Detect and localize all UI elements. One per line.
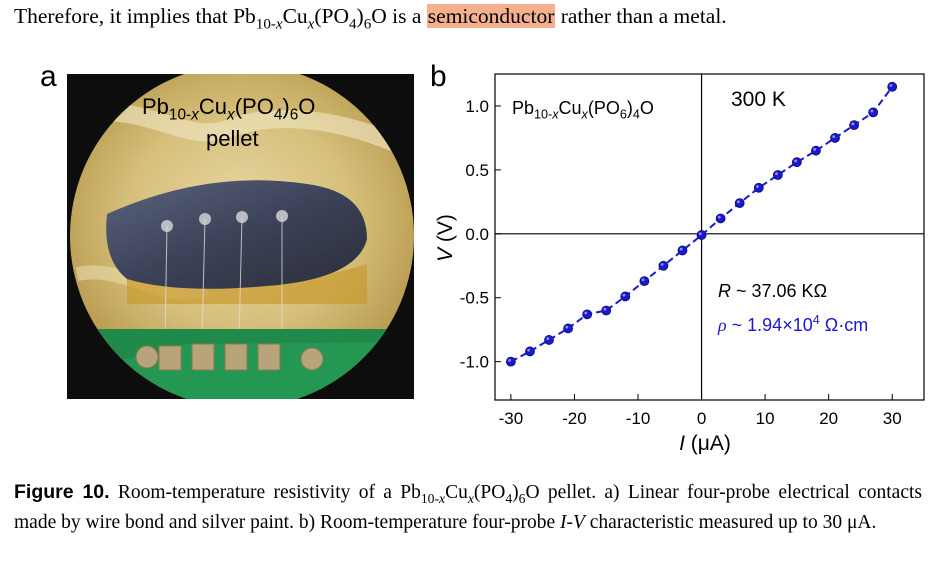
data-point	[620, 291, 631, 302]
data-point-highlight	[870, 109, 874, 113]
pcb-pads	[135, 343, 324, 371]
data-point-highlight	[546, 337, 550, 341]
data-point	[563, 323, 573, 334]
temperature-label: 300 K	[731, 88, 786, 111]
x-tick-label: -30	[499, 409, 524, 428]
data-point	[505, 356, 516, 367]
data-point	[734, 198, 745, 209]
y-ticks: -1.0 -0.5 0.0 0.5 1.0	[460, 97, 501, 372]
panel-b-formula: Pb10-xCux(PO6)4O	[512, 98, 654, 122]
pellet-photo	[67, 74, 414, 399]
plot-frame	[494, 73, 925, 401]
data-point	[811, 145, 821, 156]
pellet	[106, 180, 367, 289]
data-point-highlight	[794, 159, 797, 163]
intro-paren: )	[356, 4, 364, 28]
data-point	[772, 170, 783, 180]
x-tick-label: 10	[756, 409, 775, 428]
data-point	[696, 230, 707, 240]
data-point-highlight	[717, 215, 721, 219]
x-tick-label: 30	[883, 409, 902, 428]
x-axis-label: I (μA)	[679, 432, 731, 455]
x-tick-label: 20	[819, 409, 838, 428]
panel-a-letter: a	[40, 60, 57, 93]
data-point	[753, 182, 764, 193]
data-point-highlight	[584, 311, 588, 315]
resistivity-label: ρ ~ 1.94×104 Ω·cm	[718, 313, 869, 335]
y-tick-label: -0.5	[460, 289, 489, 308]
panel-a-pellet-label: pellet	[206, 126, 259, 151]
y-tick-label: 1.0	[465, 97, 489, 116]
highlighted-word[interactable]: semiconductor	[426, 4, 556, 28]
data-point-highlight	[775, 172, 778, 176]
data-point-highlight	[565, 325, 569, 329]
data-point	[868, 107, 879, 118]
y-tick-label: -1.0	[460, 353, 489, 372]
intro-cu: Cu	[282, 4, 308, 28]
intro-sub-x2: x	[307, 16, 315, 33]
data-point	[601, 305, 612, 316]
intro-po: (PO	[314, 4, 349, 28]
data-point	[544, 335, 554, 345]
data-point-highlight	[889, 84, 893, 87]
data-point	[887, 81, 898, 92]
data-point-highlight	[660, 263, 664, 266]
resistance-label: R ~ 37.06 KΩ	[718, 281, 828, 301]
figure-label: Figure 10.	[14, 481, 110, 503]
data-point	[677, 245, 688, 256]
intro-sub-6: 6	[363, 16, 372, 33]
data-point-highlight	[851, 122, 855, 126]
y-tick-label: 0.5	[465, 161, 489, 180]
series-line	[510, 86, 894, 363]
data-point	[849, 120, 859, 131]
y-axis-label: V (V)	[434, 214, 457, 262]
data-point-highlight	[736, 200, 740, 204]
y-tick-label: 0.0	[465, 225, 489, 244]
x-tick-label: -10	[626, 409, 651, 428]
data-point-highlight	[603, 307, 607, 311]
x-ticks: -30 -20 -10 0 10 20 30	[499, 394, 902, 428]
data-point	[658, 260, 669, 271]
panel-a-formula: Pb10-xCux(PO4)6O	[142, 94, 316, 124]
data-point-highlight	[756, 185, 759, 188]
intro-end: rather than a metal.	[555, 4, 727, 28]
x-tick-label: -20	[562, 409, 587, 428]
data-point	[525, 346, 535, 357]
x-tick-label: 0	[697, 409, 706, 428]
intro-sub: 10-	[255, 16, 276, 33]
data-point	[830, 133, 840, 143]
data-point-highlight	[832, 135, 836, 139]
data-point-highlight	[622, 293, 626, 297]
data-point	[715, 213, 726, 224]
intro-sub-4: 4	[349, 16, 357, 33]
data-point-highlight	[679, 247, 683, 251]
figure-caption: Figure 10. Room-temperature resistivity …	[14, 481, 922, 533]
intro-sentence: Therefore, it implies that Pb10-xCux(PO4…	[14, 4, 727, 33]
data-point-highlight	[508, 358, 511, 362]
panel-b-letter: b	[430, 60, 447, 93]
data-point	[791, 157, 802, 168]
data-point-highlight	[527, 348, 531, 352]
iv-chart: -30 -20 -10 0 10 20 30 -1.0 -0.5 0.0 0.5 1.0 I (μA…	[434, 73, 925, 455]
data-point-highlight	[813, 148, 817, 151]
series-points	[505, 81, 898, 367]
data-point	[639, 276, 650, 287]
wire-bonds	[164, 216, 283, 340]
intro-sub-x: x	[275, 16, 283, 33]
data-point	[582, 309, 593, 320]
data-point-highlight	[641, 278, 645, 282]
intro-text: Therefore, it implies that Pb	[14, 4, 256, 28]
data-point-highlight	[698, 232, 702, 236]
intro-o: O is a	[371, 4, 427, 28]
